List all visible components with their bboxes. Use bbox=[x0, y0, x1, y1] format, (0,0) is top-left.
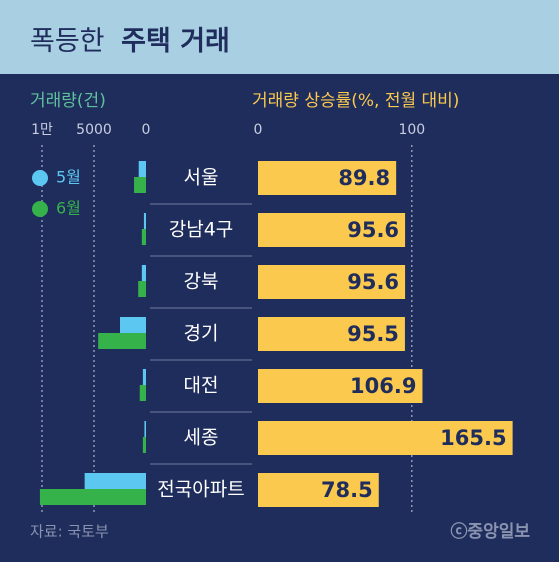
legend-label: 6월 bbox=[56, 199, 81, 218]
rate-bar bbox=[258, 265, 406, 299]
volume-bar bbox=[141, 265, 146, 281]
right-axis-label: 거래량 상승률(%, 전월 대비) bbox=[252, 91, 459, 111]
category-label: 세종 bbox=[184, 427, 219, 449]
x-tick-label: 5000 bbox=[76, 122, 112, 138]
value-label: 106.9 bbox=[350, 374, 416, 398]
chart-title: 폭등한 주택 거래 bbox=[30, 26, 230, 57]
legend-swatch bbox=[32, 201, 48, 217]
rate-bar bbox=[258, 421, 513, 455]
rate-bar bbox=[258, 161, 397, 195]
volume-bar bbox=[142, 369, 146, 385]
x-tick-label: 1만 bbox=[31, 122, 53, 138]
category-label: 강북 bbox=[184, 271, 219, 293]
rate-bar bbox=[258, 317, 405, 351]
x-tick-label: 100 bbox=[398, 122, 425, 138]
category-label: 강남4구 bbox=[169, 219, 234, 241]
title-band bbox=[0, 0, 559, 74]
category-label: 대전 bbox=[184, 375, 219, 397]
source: 자료: 국토부 bbox=[30, 523, 109, 541]
value-label: 89.8 bbox=[338, 166, 390, 190]
credit: ⓒ중앙일보 bbox=[450, 521, 530, 542]
value-label: 95.6 bbox=[347, 270, 399, 294]
volume-bar bbox=[134, 177, 146, 193]
left-axis-label: 거래량(건) bbox=[30, 91, 106, 111]
volume-bar bbox=[142, 437, 146, 453]
x-tick-label: 0 bbox=[254, 122, 263, 138]
value-label: 95.5 bbox=[347, 322, 399, 346]
value-label: 78.5 bbox=[321, 478, 373, 502]
legend-label: 5월 bbox=[56, 168, 81, 187]
volume-bar bbox=[39, 489, 146, 505]
rate-bar bbox=[258, 213, 406, 247]
rate-bar bbox=[258, 473, 379, 507]
volume-bar bbox=[143, 213, 146, 229]
value-label: 165.5 bbox=[440, 426, 506, 450]
category-label: 경기 bbox=[184, 323, 219, 345]
volume-bar bbox=[139, 385, 146, 401]
volume-bar bbox=[120, 317, 146, 333]
volume-bar bbox=[84, 473, 146, 489]
volume-bar bbox=[141, 229, 146, 245]
legend-swatch bbox=[32, 170, 48, 186]
volume-bar bbox=[138, 281, 146, 297]
volume-bar bbox=[144, 421, 146, 437]
volume-bar bbox=[138, 161, 146, 177]
x-tick-label: 0 bbox=[142, 122, 151, 138]
value-label: 95.6 bbox=[347, 218, 399, 242]
title-light: 폭등한 bbox=[30, 26, 105, 57]
volume-bar bbox=[98, 333, 146, 349]
rate-bar bbox=[258, 369, 423, 403]
category-label: 전국아파트 bbox=[157, 479, 244, 501]
title-bold: 주택 거래 bbox=[121, 26, 230, 57]
category-label: 서울 bbox=[184, 167, 219, 189]
